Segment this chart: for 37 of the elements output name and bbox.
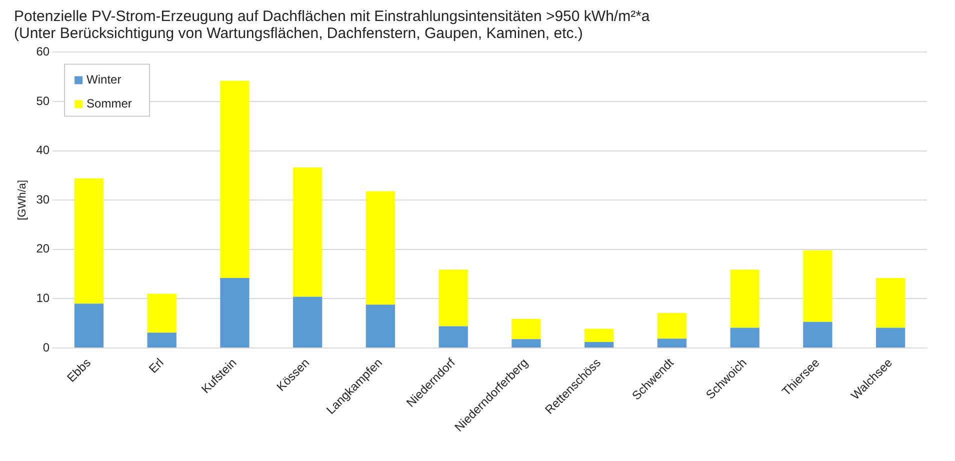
chart-subtitle: (Unter Berücksichtigung von Wartungsflächen, Dachfenstern, Gaupen, Kaminen, etc.)	[13, 25, 584, 42]
bar	[657, 338, 687, 348]
bar	[730, 270, 760, 328]
bar	[512, 339, 541, 348]
bar	[512, 318, 541, 340]
y-tick-label: 30	[36, 192, 50, 206]
y-tick-label: 60	[36, 44, 50, 59]
chart-title: Potenzielle PV-Strom-Erzeugung auf Dachflächen mit Einstrahlungsintensitäten >950 kWh/m²*a	[13, 8, 651, 25]
y-tick-label: 40	[36, 143, 50, 158]
bar	[74, 304, 104, 348]
bar	[730, 328, 760, 348]
bar	[366, 304, 396, 348]
bar	[803, 322, 832, 348]
bar	[74, 178, 104, 304]
bar	[438, 326, 468, 348]
bar	[220, 80, 250, 278]
bar	[876, 278, 906, 328]
bar	[220, 278, 250, 348]
y-tick-label: 20	[36, 242, 50, 256]
bar	[584, 328, 614, 342]
bar	[147, 294, 176, 333]
bar	[657, 312, 687, 339]
bar	[293, 168, 322, 297]
y-tick-label: 0	[42, 340, 50, 354]
y-tick-label: 50	[36, 94, 50, 108]
bar	[876, 328, 906, 348]
legend-label: Winter	[86, 72, 122, 87]
y-axis-title: [GWh/a]	[16, 180, 29, 220]
y-tick-label: 10	[36, 290, 50, 305]
legend-label: Sommer	[86, 96, 132, 111]
bar	[438, 270, 468, 326]
bar	[584, 342, 614, 348]
x-tick-label: Erl	[146, 356, 166, 376]
bar	[803, 250, 832, 322]
bar	[366, 191, 396, 305]
bar	[293, 296, 322, 348]
bar	[147, 332, 176, 348]
